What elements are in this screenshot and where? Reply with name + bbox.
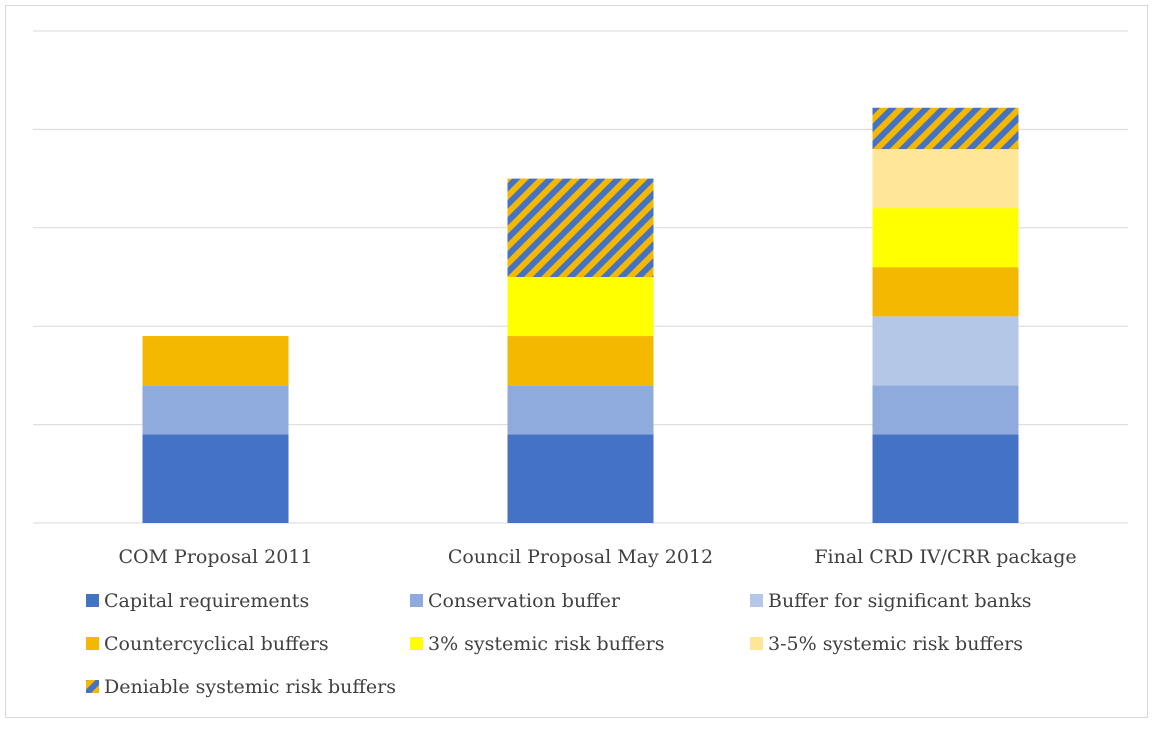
- bars: [143, 108, 1019, 523]
- legend-swatch: [750, 637, 763, 650]
- legend-swatch: [410, 594, 423, 607]
- bar-segment: [508, 385, 654, 434]
- legend-label: 3% systemic risk buffers: [428, 633, 665, 655]
- legend: Capital requirements Conservation buffer B…: [86, 590, 1032, 698]
- category-label: COM Proposal 2011: [118, 546, 312, 568]
- legend-swatch: [750, 594, 763, 607]
- legend-label: 3-5% systemic risk buffers: [768, 633, 1023, 655]
- category-label: Council Proposal May 2012: [448, 546, 713, 568]
- bar-segment: [143, 336, 289, 385]
- bar-segment: [143, 434, 289, 523]
- legend-label: Buffer for significant banks: [768, 590, 1032, 612]
- bar-segment: [508, 336, 654, 385]
- bar-segment: [873, 434, 1019, 523]
- legend-swatch: [86, 680, 99, 693]
- legend-swatch: [410, 637, 423, 650]
- bar-segment: [873, 385, 1019, 434]
- bar-segment: [873, 208, 1019, 267]
- bar-segment: [508, 277, 654, 336]
- bar-segment: [508, 434, 654, 523]
- bar-segment: [873, 108, 1019, 149]
- legend-label: Countercyclical buffers: [104, 633, 329, 655]
- legend-label: Deniable systemic risk buffers: [104, 676, 396, 698]
- bar-segment: [143, 385, 289, 434]
- legend-swatch: [86, 637, 99, 650]
- legend-label: Conservation buffer: [428, 590, 621, 612]
- stacked-bar-chart: COM Proposal 2011 Council Proposal May 20…: [6, 6, 1149, 719]
- legend-swatch: [86, 594, 99, 607]
- category-label: Final CRD IV/CRR package: [814, 546, 1076, 568]
- bar-segment: [873, 267, 1019, 316]
- legend-label: Capital requirements: [104, 590, 309, 612]
- category-labels: COM Proposal 2011 Council Proposal May 20…: [118, 546, 1076, 568]
- bar-segment: [873, 149, 1019, 208]
- chart-frame: COM Proposal 2011 Council Proposal May 20…: [5, 5, 1148, 718]
- bar-segment: [873, 316, 1019, 385]
- bar-segment: [508, 179, 654, 277]
